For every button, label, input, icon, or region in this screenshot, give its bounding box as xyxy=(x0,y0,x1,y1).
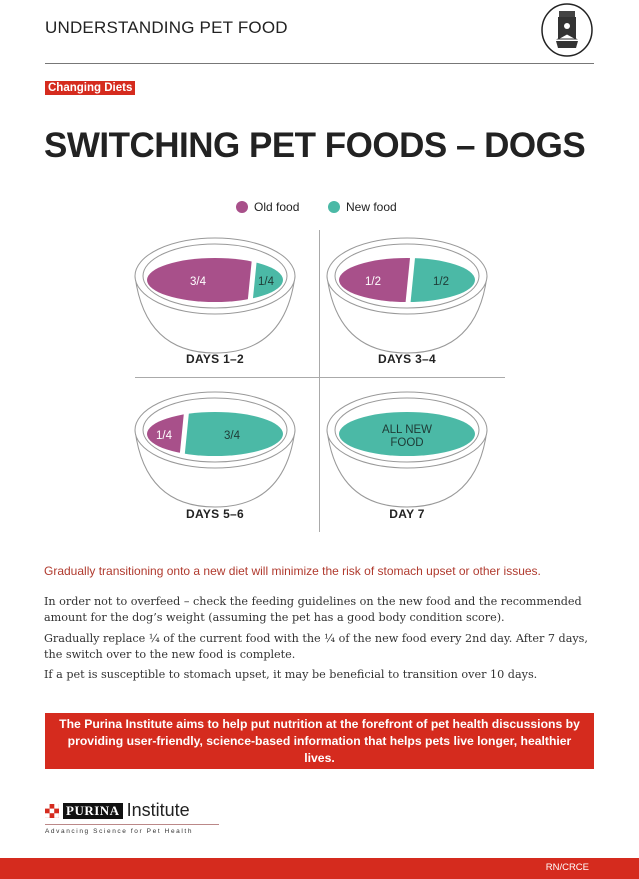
stage-label: DAYS 3–4 xyxy=(378,352,436,366)
category-tag: Changing Diets xyxy=(45,81,136,95)
old-food-label: 1/4 xyxy=(156,430,173,442)
paragraph: In order not to overfeed – check the fee… xyxy=(44,595,582,624)
legend-old-food: Old food xyxy=(236,200,299,214)
new-food-label: 1/4 xyxy=(258,276,275,288)
old-food-portion xyxy=(339,258,413,302)
mission-banner: The Purina Institute aims to help put nu… xyxy=(45,713,594,769)
stage-label: DAYS 1–2 xyxy=(186,352,244,366)
old-food-swatch xyxy=(236,201,248,213)
new-food-swatch xyxy=(328,201,340,213)
old-food-label: 3/4 xyxy=(190,276,207,288)
legend-label: New food xyxy=(346,200,397,214)
bowl-illustration: 1/2 1/2 xyxy=(326,237,488,354)
header-divider xyxy=(45,63,594,64)
new-food-portion xyxy=(339,412,475,456)
quadrant-divider-vertical xyxy=(319,230,320,532)
bowl-illustration: 3/4 1/4 xyxy=(134,237,296,354)
new-food-portion xyxy=(250,258,283,302)
lead-text: Gradually transitioning onto a new diet … xyxy=(44,564,541,578)
quadrant-divider-horizontal xyxy=(135,377,505,378)
brand-name: PURINA xyxy=(63,802,123,819)
bowl-illustration: 1/4 3/4 xyxy=(134,391,296,508)
page-title: SWITCHING PET FOODS – DOGS xyxy=(44,126,586,165)
new-food-label: 1/2 xyxy=(433,276,449,288)
stage-label: DAYS 5–6 xyxy=(186,507,244,521)
legend-new-food: New food xyxy=(328,200,397,214)
old-food-portion xyxy=(147,258,255,302)
paragraph: If a pet is susceptible to stomach upset… xyxy=(44,668,538,681)
new-food-portion xyxy=(408,258,475,302)
new-food-label: 3/4 xyxy=(224,430,241,442)
purina-institute-logo: PURINA Institute Advancing Science for P… xyxy=(45,800,219,835)
brand-suffix: Institute xyxy=(126,800,190,820)
new-food-label: FOOD xyxy=(390,437,423,449)
old-food-portion xyxy=(147,412,187,456)
footer-code: RN/CRCE xyxy=(545,862,589,873)
new-food-portion xyxy=(182,412,283,456)
checkerboard-icon xyxy=(45,803,59,818)
new-food-label: ALL NEW xyxy=(382,424,432,436)
stage-label: DAY 7 xyxy=(389,507,425,521)
paragraph: Gradually replace ¼ of the current food … xyxy=(44,632,588,661)
brand-tagline: Advancing Science for Pet Health xyxy=(45,828,194,835)
pet-food-bag-icon xyxy=(541,3,593,57)
header-title: UNDERSTANDING PET FOOD xyxy=(45,18,288,37)
footer-bar xyxy=(0,858,639,879)
legend-label: Old food xyxy=(254,200,300,214)
old-food-label: 1/2 xyxy=(365,276,381,288)
